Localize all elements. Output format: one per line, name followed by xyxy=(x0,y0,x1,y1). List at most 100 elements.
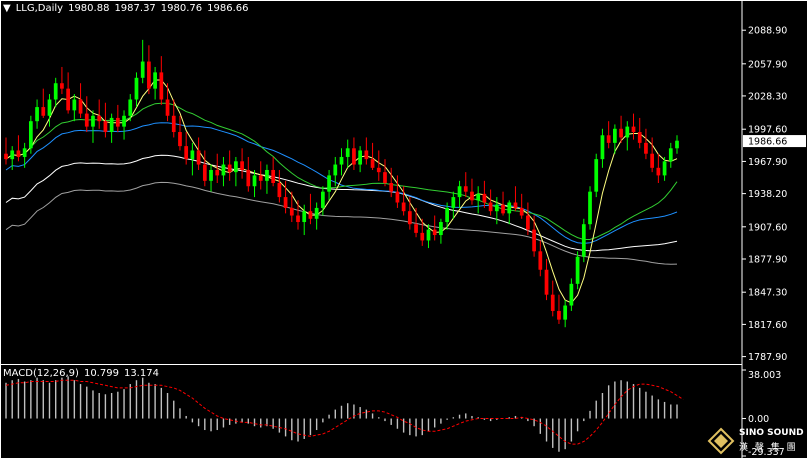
candle xyxy=(519,193,524,219)
dropdown-arrow-icon[interactable]: ▼ xyxy=(3,3,11,14)
low-value: 1980.76 xyxy=(160,3,203,14)
candle-body xyxy=(563,305,568,320)
candle xyxy=(147,45,151,95)
candle xyxy=(507,200,512,225)
ma-line-white xyxy=(5,154,678,252)
candle-body xyxy=(358,150,363,165)
candle xyxy=(35,99,39,129)
candle-body xyxy=(296,215,300,223)
candle-body xyxy=(302,211,307,223)
candle-body xyxy=(320,191,325,208)
candle xyxy=(277,169,282,203)
candle-body xyxy=(227,164,232,173)
candle xyxy=(668,142,673,168)
candle-body xyxy=(488,202,493,212)
candle xyxy=(352,137,356,170)
candle-body xyxy=(532,229,536,252)
candle xyxy=(557,294,561,324)
candle-body xyxy=(78,99,83,114)
price-tick-label: 1847.30 xyxy=(748,288,787,299)
candle xyxy=(544,258,549,301)
candle xyxy=(115,104,120,133)
candle xyxy=(364,137,369,165)
candle xyxy=(78,83,83,118)
price-tick-label: 2057.90 xyxy=(748,59,787,70)
candle xyxy=(600,128,605,168)
candle-body xyxy=(134,77,139,100)
chart-title: ▼ LLG,Daily 1980.88 1987.37 1980.76 1986.66 xyxy=(3,3,254,14)
candle-body xyxy=(97,115,102,122)
candle-body xyxy=(314,207,319,219)
candle xyxy=(619,115,623,143)
candle xyxy=(532,215,536,257)
candle-body xyxy=(420,232,425,241)
candle-body xyxy=(22,148,27,157)
price-tick-label: 1997.60 xyxy=(748,125,787,136)
candle-body xyxy=(407,211,412,225)
candle xyxy=(563,300,568,328)
open-value: 1980.88 xyxy=(68,3,110,14)
candle-body xyxy=(619,128,623,138)
sino-sound-logo-icon xyxy=(707,427,735,455)
candle-body xyxy=(600,135,605,160)
candle-body xyxy=(569,283,574,306)
candle xyxy=(575,251,580,290)
price-tick-label: 2088.90 xyxy=(748,26,787,37)
candle-body xyxy=(196,150,201,165)
candle xyxy=(91,110,95,143)
candle xyxy=(234,156,238,187)
ma-line-blue xyxy=(5,122,678,244)
candle-body xyxy=(28,121,33,149)
candle xyxy=(184,132,189,165)
candle xyxy=(395,175,400,208)
candle-body xyxy=(234,161,238,173)
candle-body xyxy=(60,83,64,89)
macd-signal-line xyxy=(5,379,684,445)
candle-body xyxy=(482,193,487,203)
candle xyxy=(662,156,667,181)
candle-body xyxy=(4,153,8,160)
candle-body xyxy=(35,107,39,122)
candle xyxy=(327,169,331,201)
candle xyxy=(153,66,157,100)
price-tick-label: 1877.90 xyxy=(748,255,787,266)
candle-body xyxy=(631,126,636,133)
candle-body xyxy=(202,164,207,181)
candle-body xyxy=(581,224,586,257)
candle xyxy=(302,204,307,236)
candle xyxy=(426,224,431,249)
candle-body xyxy=(53,83,58,100)
candle-body xyxy=(625,126,630,138)
candle-body xyxy=(215,169,220,176)
candle xyxy=(53,77,58,108)
candle xyxy=(28,115,33,154)
candle xyxy=(637,117,642,149)
candle-body xyxy=(122,115,126,127)
candle-body xyxy=(140,61,145,78)
candle xyxy=(644,128,648,160)
watermark-cn: 漢 聲 集 團 xyxy=(739,443,798,453)
watermark: SINO SOUND 漢 聲 集 團 xyxy=(705,426,805,456)
candle xyxy=(656,153,661,183)
candle xyxy=(476,186,481,214)
macd-tick-label: 38.003 xyxy=(748,370,781,381)
candle-body xyxy=(308,211,313,219)
candle xyxy=(501,191,505,216)
candle-body xyxy=(370,159,375,168)
candle xyxy=(625,121,630,151)
candle xyxy=(470,178,474,205)
candle xyxy=(432,215,437,241)
candle xyxy=(526,202,530,236)
candle xyxy=(345,139,350,168)
candle-body xyxy=(178,132,182,147)
candle-body xyxy=(501,204,505,214)
candle xyxy=(246,156,251,192)
candle-body xyxy=(588,191,592,225)
current-price-tag xyxy=(743,135,806,148)
candle-body xyxy=(165,99,170,116)
candle-body xyxy=(103,121,108,133)
candle xyxy=(72,94,77,122)
candle-body xyxy=(171,115,176,133)
